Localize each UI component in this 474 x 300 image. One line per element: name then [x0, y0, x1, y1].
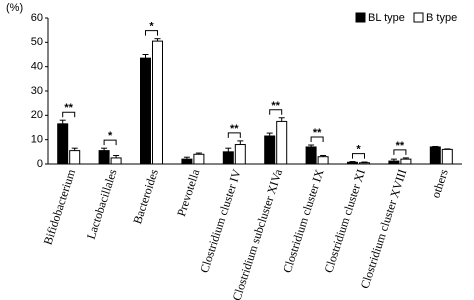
significance-bracket [352, 153, 365, 159]
bar [305, 146, 317, 165]
bar [388, 160, 400, 165]
y-tick-label: 50 [31, 36, 43, 48]
significance-bracket [310, 136, 324, 143]
x-tick-label: Clostridium cluster IV [197, 167, 244, 274]
x-tick-label: others [428, 167, 450, 200]
significance-bracket [62, 111, 76, 118]
bar [441, 148, 453, 165]
x-tick-label: Prevotella [174, 167, 203, 218]
significance-bracket [227, 132, 241, 138]
significance-label: ** [230, 123, 239, 135]
bar [234, 144, 246, 165]
y-tick-label: 0 [37, 158, 43, 170]
bar [98, 150, 110, 165]
bar [429, 146, 441, 165]
legend-swatch [355, 12, 366, 23]
bar [347, 161, 358, 165]
y-tick-label: 30 [31, 85, 43, 97]
significance-bracket [145, 30, 158, 36]
bar [193, 153, 205, 165]
significance-bracket [269, 109, 283, 115]
legend-label: BL type [368, 12, 405, 24]
significance-label: * [149, 21, 154, 33]
y-tick-label: 10 [31, 134, 43, 146]
legend-label: B type [426, 12, 457, 24]
x-tick-label: Bacteroides [130, 167, 161, 226]
bar [140, 57, 151, 165]
significance-label: ** [64, 102, 73, 114]
x-tick-label: Bifidobacterium [41, 167, 79, 247]
bar [276, 120, 288, 165]
bar [57, 123, 69, 165]
y-tick-label: 20 [31, 109, 43, 121]
bar [152, 40, 163, 165]
significance-label: ** [396, 140, 405, 152]
bar [317, 156, 329, 165]
x-tick-label: Clostridium cluster XVIII [358, 167, 410, 290]
y-tick-label: 60 [31, 12, 43, 24]
significance-bracket [103, 139, 117, 146]
bar [110, 157, 122, 165]
y-tick-label: 40 [31, 61, 43, 73]
legend-swatch [413, 12, 424, 23]
bar [359, 162, 370, 165]
x-tick-label: Lactobacillales [84, 167, 120, 241]
x-tick-label: Clostridium cluster IX [280, 167, 327, 274]
y-axis-label: (%) [6, 2, 23, 14]
bar [181, 158, 193, 165]
significance-label: * [108, 130, 113, 142]
x-tick-label: Clostridium cluster XI [321, 167, 368, 274]
bar [400, 158, 412, 165]
significance-label: ** [313, 127, 322, 139]
significance-label: ** [271, 100, 280, 112]
bar [222, 151, 234, 165]
significance-bracket [393, 149, 407, 155]
bar [69, 150, 81, 165]
bar [264, 135, 276, 165]
significance-label: * [356, 144, 361, 156]
